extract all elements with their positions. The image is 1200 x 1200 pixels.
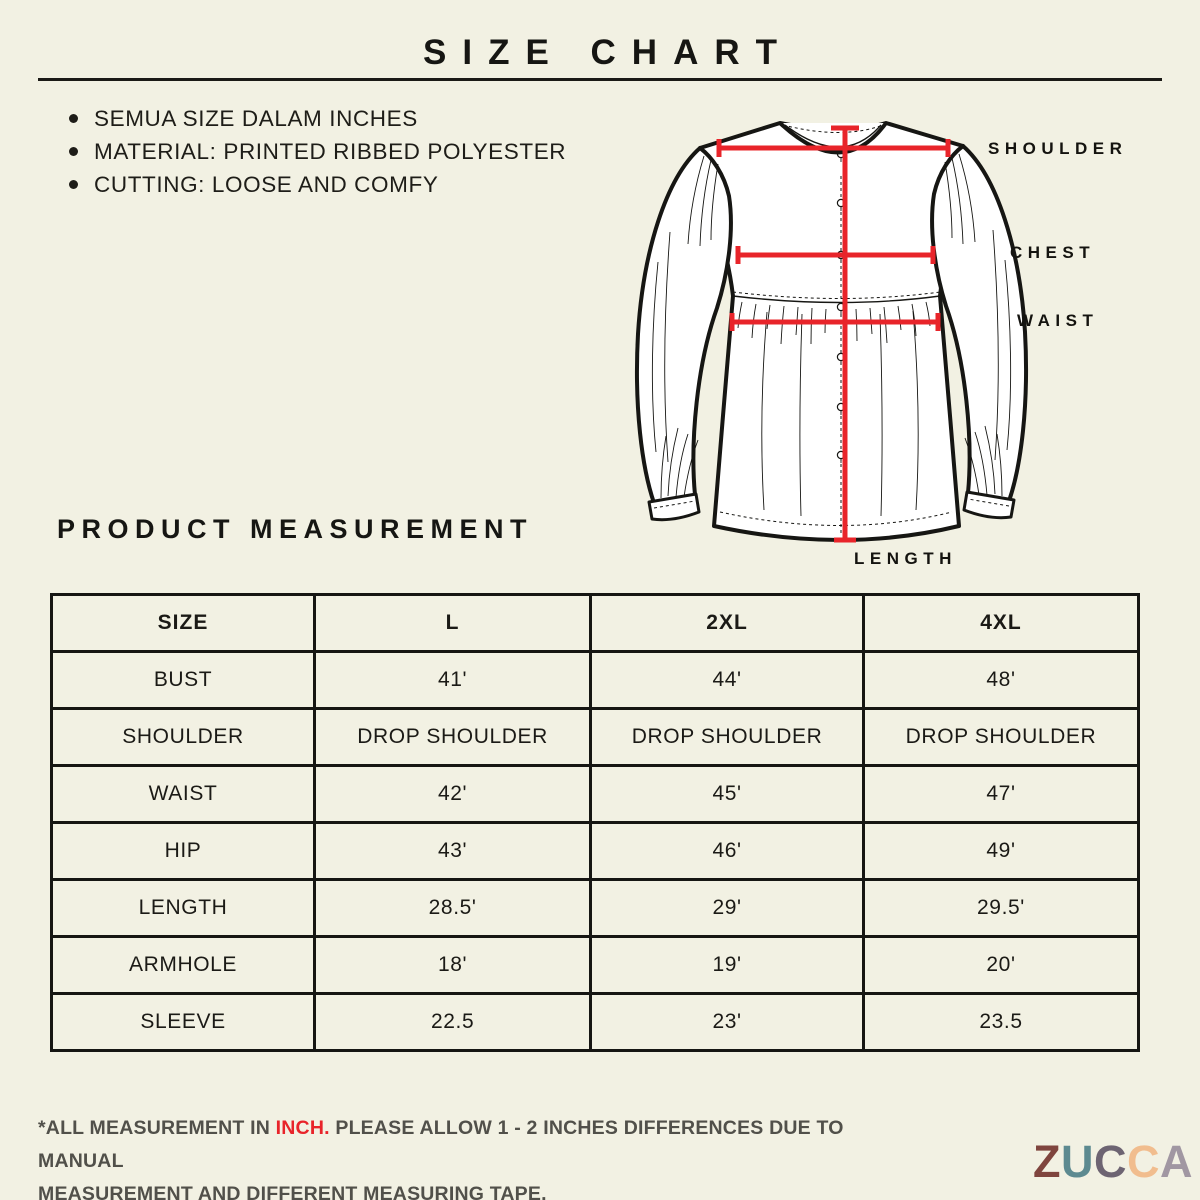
cell: 48' [861,650,1141,710]
measurement-disclaimer: *ALL MEASUREMENT IN INCH. PLEASE ALLOW 1… [38,1112,850,1200]
cell: 23.5 [861,992,1141,1052]
cell: 41' [313,650,593,710]
measurement-lines [716,125,951,543]
row-label: WAIST [49,764,317,824]
cell: 19' [589,935,865,995]
cell: 28.5' [313,878,593,938]
table-row-shoulder: SHOULDER DROP SHOULDER DROP SHOULDER DRO… [49,707,1141,767]
row-label: HIP [49,821,317,881]
table-row-armhole: ARMHOLE 18' 19' 20' [49,935,1141,995]
row-label: ARMHOLE [49,935,317,995]
length-label: LENGTH [854,549,957,568]
size-table: SIZE L 2XL 4XL BUST 41' 44' 48' SHOULDER… [49,593,1141,1052]
cell: 18' [313,935,593,995]
table-row-length: LENGTH 28.5' 29' 29.5' [49,878,1141,938]
brand-letter: C [1127,1136,1160,1187]
right-sleeve [930,144,1029,503]
row-label: LENGTH [49,878,317,938]
section-heading: PRODUCT MEASUREMENT [57,514,534,544]
row-label: SHOULDER [49,707,317,767]
cell: 20' [861,935,1141,995]
cell: 44' [589,650,865,710]
product-notes: SEMUA SIZE DALAM INCHES MATERIAL: PRINTE… [62,102,566,201]
disclaimer-highlight: INCH. [275,1117,330,1139]
length-measure-line [831,125,859,543]
shoulder-measure-line [716,139,951,157]
blouse-illustration [630,112,1030,572]
table-row-bust: BUST 41' 44' 48' [49,650,1141,710]
note-item: MATERIAL: PRINTED RIBBED POLYESTER [62,135,566,168]
cell: 22.5 [313,992,593,1052]
disclaimer-line2: MEASUREMENT AND DIFFERENT MEASURING TAPE… [38,1183,547,1200]
cell: 29.5' [861,878,1141,938]
blouse-sketch-svg [634,121,1029,543]
cell: 47' [861,764,1141,824]
brand-logo: ZUCCA [1033,1136,1193,1188]
cell: 49' [861,821,1141,881]
chest-label: CHEST [1010,243,1096,262]
row-label: BUST [49,650,317,710]
table-row-hip: HIP 43' 46' 49' [49,821,1141,881]
shoulder-label: SHOULDER [988,139,1128,158]
left-sleeve [634,146,733,505]
table-row-waist: WAIST 42' 45' 47' [49,764,1141,824]
blouse-body [698,121,965,542]
title-divider [38,78,1162,81]
brand-letter: U [1061,1136,1094,1187]
cell: DROP SHOULDER [313,707,593,767]
cell: 45' [589,764,865,824]
col-header-size: SIZE [49,593,317,653]
note-item: CUTTING: LOOSE AND COMFY [62,168,566,201]
col-header-4xl: 4XL [861,593,1141,653]
note-item: SEMUA SIZE DALAM INCHES [62,102,566,135]
row-label: SLEEVE [49,992,317,1052]
page-title: SIZE CHART [423,33,793,72]
col-header-l: L [313,593,593,653]
right-cuff [962,490,1016,520]
cell: 43' [313,821,593,881]
table-header-row: SIZE L 2XL 4XL [49,593,1141,653]
cell: DROP SHOULDER [861,707,1141,767]
brand-letter: Z [1033,1136,1061,1187]
disclaimer-prefix: *ALL MEASUREMENT IN [38,1117,276,1139]
cell: DROP SHOULDER [589,707,865,767]
cell: 23' [589,992,865,1052]
waist-measure-line [729,313,941,331]
left-cuff [647,492,701,522]
cell: 29' [589,878,865,938]
disclaimer-line1-suffix: PLEASE ALLOW 1 - 2 INCHES DIFFERENCES DU… [38,1117,844,1172]
brand-letter: C [1094,1136,1127,1187]
waist-label: WAIST [1017,311,1099,330]
chest-measure-line [735,246,936,264]
cell: 42' [313,764,593,824]
brand-letter: A [1160,1136,1193,1187]
table-row-sleeve: SLEEVE 22.5 23' 23.5 [49,992,1141,1052]
col-header-2xl: 2XL [589,593,865,653]
cell: 46' [589,821,865,881]
